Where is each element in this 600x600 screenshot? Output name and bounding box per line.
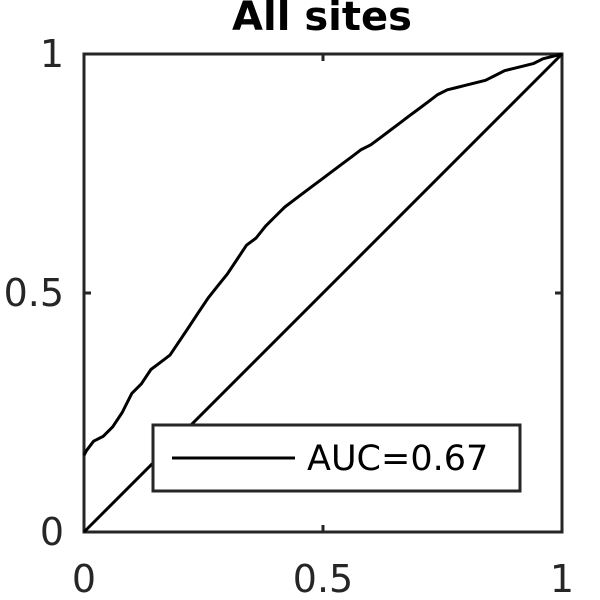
chart-title: All sites (232, 0, 412, 40)
x-tick-label: 1 (550, 557, 574, 600)
tick-labels: 0 0.5 1 0 0.5 1 (4, 32, 575, 600)
x-tick-label: 0.5 (293, 557, 353, 600)
roc-curve (82, 52, 563, 457)
x-tick-label: 0 (72, 557, 96, 600)
y-tick-label: 0 (40, 510, 64, 554)
y-tick-label: 1 (40, 32, 64, 76)
legend-label: AUC=0.67 (307, 439, 488, 479)
y-tick-label: 0.5 (4, 271, 64, 315)
legend: AUC=0.67 (151, 423, 522, 493)
